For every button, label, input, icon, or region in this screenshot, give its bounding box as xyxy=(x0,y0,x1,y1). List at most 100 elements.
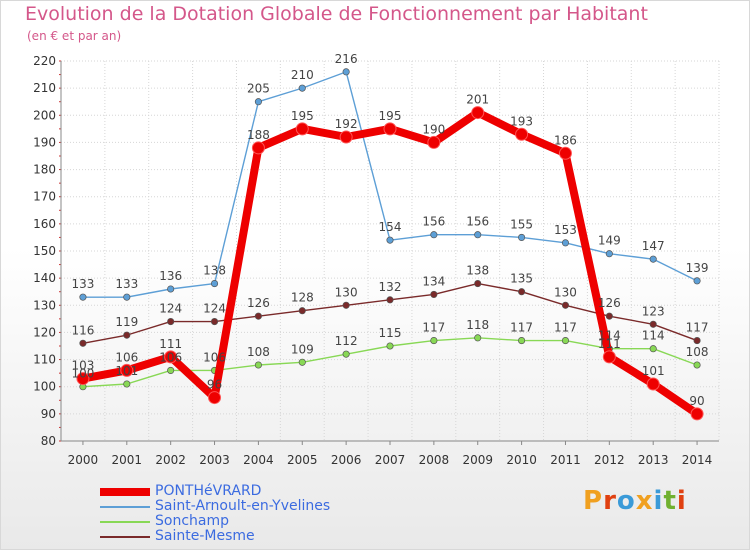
data-point-saint-arnoult-en-yvelines xyxy=(430,231,438,239)
data-label-sonchamp: 118 xyxy=(466,318,489,332)
data-point-ponthevrard xyxy=(251,141,265,155)
data-point-saint-arnoult-en-yvelines xyxy=(386,236,394,244)
data-point-ponthevrard xyxy=(120,363,134,377)
data-point-saint-arnoult-en-yvelines xyxy=(518,233,526,241)
data-label-saint-arnoult-en-yvelines: 133 xyxy=(115,277,138,291)
data-point-sonchamp xyxy=(254,361,262,369)
data-point-saint-arnoult-en-yvelines xyxy=(474,231,482,239)
data-label-ponthevrard: 101 xyxy=(642,364,665,378)
data-label-sonchamp: 100 xyxy=(71,367,94,381)
legend-swatch xyxy=(100,488,150,496)
data-label-ponthevrard: 111 xyxy=(598,337,621,351)
data-label-ponthevrard: 192 xyxy=(335,117,358,131)
logo-letter: i xyxy=(676,486,687,516)
legend-label: Sainte-Mesme xyxy=(155,528,255,544)
data-label-ponthevrard: 103 xyxy=(71,359,94,373)
data-label-sainte-mesme: 117 xyxy=(686,321,709,335)
x-tick-label: 2003 xyxy=(199,453,230,467)
data-label-sainte-mesme: 126 xyxy=(598,296,621,310)
data-point-sonchamp xyxy=(518,337,526,345)
data-label-ponthevrard: 96 xyxy=(207,378,222,392)
data-label-ponthevrard: 111 xyxy=(159,337,182,351)
data-label-sonchamp: 101 xyxy=(115,364,138,378)
data-point-sainte-mesme xyxy=(561,301,570,309)
data-point-ponthevrard xyxy=(76,372,90,386)
chart-title: Evolution de la Dotation Globale de Fonc… xyxy=(25,3,648,25)
data-label-sainte-mesme: 124 xyxy=(159,302,182,316)
data-label-sonchamp: 115 xyxy=(379,326,402,340)
axis-layer: 8090100110120130140150160170180190200210… xyxy=(33,54,719,467)
data-label-saint-arnoult-en-yvelines: 155 xyxy=(510,217,533,231)
data-label-saint-arnoult-en-yvelines: 210 xyxy=(291,68,314,82)
data-point-sainte-mesme xyxy=(298,307,306,315)
data-point-ponthevrard xyxy=(558,146,572,160)
data-label-sonchamp: 117 xyxy=(554,321,577,335)
data-label-sonchamp: 108 xyxy=(686,345,709,359)
data-label-saint-arnoult-en-yvelines: 133 xyxy=(71,277,94,291)
logo-letter: o xyxy=(616,486,636,516)
data-point-sainte-mesme xyxy=(342,301,350,309)
data-label-ponthevrard: 195 xyxy=(291,109,314,123)
x-tick-label: 2011 xyxy=(550,453,581,467)
series-layer xyxy=(76,68,704,421)
data-label-layer: 116 119 124 124 126 128 130 132 134 138 135 130 126 1… xyxy=(71,52,708,408)
legend-swatch xyxy=(100,506,150,508)
data-point-sainte-mesme xyxy=(210,318,219,326)
data-label-sonchamp: 114 xyxy=(642,329,665,343)
data-point-sainte-mesme xyxy=(167,318,175,326)
data-label-sainte-mesme: 130 xyxy=(554,285,577,299)
chart-subtitle: (en € et par an) xyxy=(27,29,122,43)
proxiti-logo: Proxiti xyxy=(583,486,687,516)
data-point-sonchamp xyxy=(123,380,131,388)
data-point-sonchamp xyxy=(298,358,306,366)
x-tick-label: 2000 xyxy=(68,453,99,467)
data-point-sonchamp xyxy=(430,337,438,345)
series-line-ponthevrard xyxy=(78,108,702,418)
data-label-saint-arnoult-en-yvelines: 147 xyxy=(642,239,665,253)
data-label-saint-arnoult-en-yvelines: 139 xyxy=(686,261,709,275)
legend-label: Saint-Arnoult-en-Yvelines xyxy=(155,498,331,514)
x-tick-label: 2007 xyxy=(375,453,406,467)
data-label-sonchamp: 109 xyxy=(291,342,314,356)
data-label-ponthevrard: 186 xyxy=(554,133,577,147)
data-point-ponthevrard xyxy=(515,127,529,141)
data-label-saint-arnoult-en-yvelines: 156 xyxy=(422,215,445,229)
data-label-sainte-mesme: 132 xyxy=(379,280,402,294)
data-point-sonchamp xyxy=(561,337,570,345)
x-tick-label: 2012 xyxy=(594,453,625,467)
data-point-sainte-mesme xyxy=(518,288,526,296)
legend-swatch xyxy=(100,521,150,523)
data-label-saint-arnoult-en-yvelines: 136 xyxy=(159,269,182,283)
data-point-ponthevrard xyxy=(427,135,441,149)
x-tick-label: 2006 xyxy=(331,453,362,467)
data-label-sonchamp: 117 xyxy=(510,321,533,335)
data-point-ponthevrard xyxy=(295,122,309,136)
data-label-sonchamp: 112 xyxy=(335,334,358,348)
data-label-sonchamp: 114 xyxy=(598,329,621,343)
y-tick-label: 150 xyxy=(33,244,56,258)
data-label-sainte-mesme: 123 xyxy=(642,304,665,318)
data-label-ponthevrard: 106 xyxy=(115,350,138,364)
y-tick-label: 220 xyxy=(33,54,56,68)
data-label-saint-arnoult-en-yvelines: 216 xyxy=(335,52,358,66)
y-tick-label: 160 xyxy=(33,217,56,231)
y-tick-label: 110 xyxy=(33,353,56,367)
data-label-saint-arnoult-en-yvelines: 149 xyxy=(598,234,621,248)
data-point-ponthevrard xyxy=(471,106,485,120)
data-label-saint-arnoult-en-yvelines: 156 xyxy=(466,215,489,229)
legend-swatch xyxy=(100,536,150,538)
data-point-saint-arnoult-en-yvelines xyxy=(342,68,350,76)
data-label-ponthevrard: 188 xyxy=(247,128,270,142)
data-point-sainte-mesme xyxy=(123,331,131,339)
data-point-ponthevrard xyxy=(208,391,222,405)
data-point-sainte-mesme xyxy=(79,339,87,347)
x-tick-label: 2001 xyxy=(112,453,143,467)
data-point-sainte-mesme xyxy=(693,337,701,345)
x-tick-label: 2010 xyxy=(506,453,537,467)
y-tick-label: 200 xyxy=(33,108,56,122)
y-tick-label: 190 xyxy=(33,135,56,149)
x-tick-label: 2002 xyxy=(155,453,186,467)
data-point-sonchamp xyxy=(693,361,701,369)
x-tick-label: 2004 xyxy=(243,453,274,467)
